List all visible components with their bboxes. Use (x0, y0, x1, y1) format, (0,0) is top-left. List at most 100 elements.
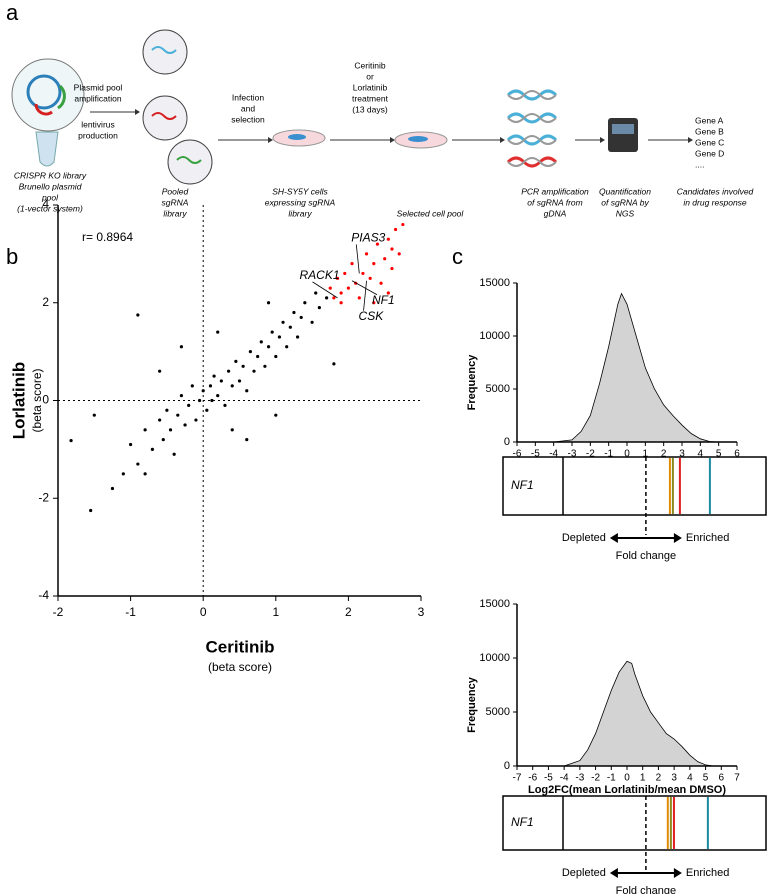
point (190, 384, 194, 388)
point (197, 398, 202, 403)
point (295, 335, 300, 339)
point (274, 413, 278, 417)
workflow-label: sgRNA (162, 197, 189, 207)
point (310, 320, 314, 324)
workflow-label: Ceritinib (354, 60, 385, 70)
x-tick-label: 2 (345, 605, 352, 619)
gene-annotation: NF1 (372, 293, 395, 307)
point (158, 369, 162, 373)
leader-line (312, 281, 338, 299)
x-tick-label: -1 (125, 605, 136, 619)
workflow-label: of sgRNA by (601, 197, 649, 207)
workflow-label: NGS (616, 208, 635, 218)
point (121, 472, 125, 476)
y-tick-label: 15000 (479, 598, 510, 610)
point (401, 222, 405, 227)
y-tick-label: 4 (42, 197, 49, 211)
workflow-label: (1-vector system) (17, 203, 83, 213)
point (383, 257, 387, 261)
point (339, 291, 343, 295)
workflow-label: Gene B (695, 126, 724, 136)
point (372, 262, 376, 266)
point (332, 296, 336, 300)
panel-letter: b (6, 244, 18, 269)
point (266, 345, 271, 349)
point (386, 291, 390, 295)
x-tick-label: -5 (531, 449, 540, 460)
point (208, 384, 213, 388)
workflow-label: in drug response (683, 197, 747, 207)
correlation: r= 0.8964 (82, 230, 133, 244)
x-tick-label: 3 (671, 773, 677, 784)
point (288, 325, 292, 329)
point (194, 418, 198, 422)
point (393, 227, 398, 232)
x-tick-label: -7 (513, 773, 522, 784)
point (328, 286, 332, 290)
x-axis-sublabel: (beta score) (208, 660, 272, 674)
point (241, 364, 245, 368)
point (234, 359, 238, 363)
workflow-label: Gene D (695, 148, 724, 158)
point (285, 345, 289, 349)
point (136, 462, 140, 466)
y-tick-label: 5000 (486, 383, 510, 395)
x-tick-label: -3 (568, 449, 577, 460)
point (219, 379, 223, 383)
workflow-label: SH-SY5Y cells (272, 186, 328, 196)
x-tick-label: 4 (687, 773, 693, 784)
point (179, 394, 184, 398)
point (150, 447, 154, 451)
point (179, 345, 184, 349)
point (227, 369, 231, 373)
workflow-label: Lorlatinib (353, 82, 388, 92)
point (339, 301, 343, 305)
point (183, 423, 187, 427)
workflow-label: treatment (352, 93, 389, 103)
strip-label: NF1 (511, 815, 534, 829)
workflow-label: selection (231, 114, 265, 124)
point (292, 310, 296, 315)
point (256, 354, 260, 359)
workflow-label: and (241, 103, 255, 113)
leader-line (351, 280, 378, 296)
workflow-label: Gene C (695, 137, 724, 147)
point (143, 472, 147, 476)
workflow-label: CRISPR KO library (14, 170, 87, 180)
x-tick-label: 4 (698, 449, 704, 460)
point (299, 315, 303, 320)
point (259, 340, 263, 344)
arrow-head (609, 533, 682, 543)
point (216, 394, 220, 398)
gene-annotation: RACK1 (300, 268, 340, 282)
x-tick-label: -3 (575, 773, 584, 784)
y-axis-label: Lorlatinib (9, 362, 28, 439)
y-tick-label: -2 (38, 490, 49, 504)
workflow-label: Infection (232, 92, 264, 102)
gene-annotation: CSK (359, 309, 385, 323)
point (245, 389, 249, 393)
strip-left-label: Depleted (562, 532, 606, 544)
workflow-label: Pooled (162, 186, 189, 196)
workflow-label: or (366, 71, 374, 81)
x-tick-label: 7 (734, 773, 740, 784)
x-tick-label: 6 (734, 449, 740, 460)
y-tick-label: 10000 (479, 652, 510, 664)
x-tick-label: -6 (528, 773, 537, 784)
y-tick-label: 2 (42, 295, 49, 309)
point (317, 306, 321, 310)
y-tick-label: -4 (38, 588, 49, 602)
point (325, 296, 329, 300)
x-tick-label: 2 (661, 449, 667, 460)
point (248, 350, 252, 354)
point (274, 354, 278, 359)
point (172, 452, 176, 456)
x-tick-label: 6 (719, 773, 725, 784)
x-axis-label: Ceritinib (206, 637, 275, 656)
x-tick-label: 5 (716, 449, 722, 460)
x-tick-label: 1 (643, 449, 649, 460)
x-tick-label: -2 (586, 449, 595, 460)
point (390, 247, 394, 251)
workflow-label: of sgRNA from (527, 197, 582, 207)
